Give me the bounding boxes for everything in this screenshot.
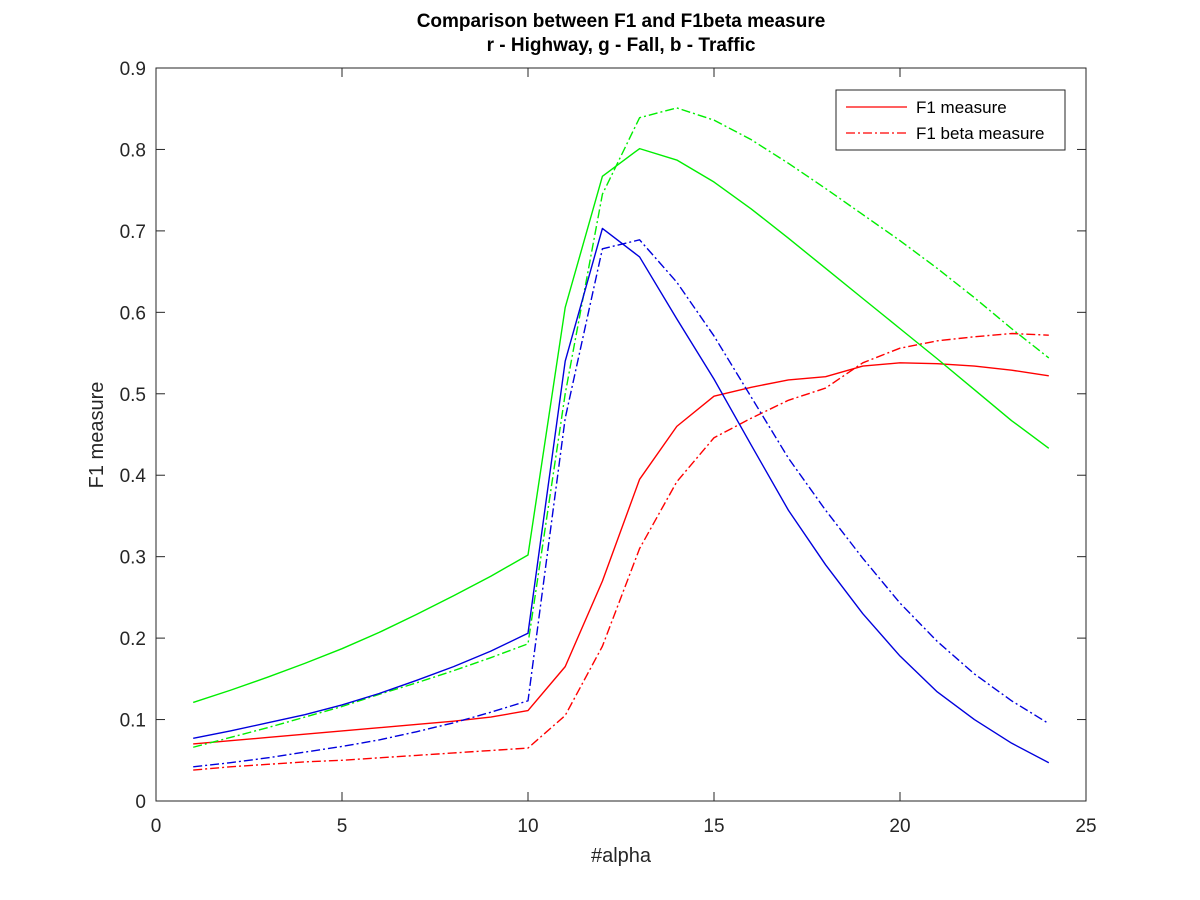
chart-title-line-1: Comparison between F1 and F1beta measure [417, 11, 826, 32]
x-ticks: 0 5 10 15 20 25 [151, 68, 1097, 837]
legend: F1 measure F1 beta measure [835, 89, 1066, 151]
series-line-highway-f1beta [193, 332, 1049, 771]
series-layer [192, 107, 1050, 771]
y-tick-label: 0.9 [120, 59, 146, 80]
y-tick-label: 0.4 [120, 466, 147, 487]
chart-title-line-2: r - Highway, g - Fall, b - Traffic [487, 35, 756, 56]
y-tick-label: 0.8 [120, 140, 146, 161]
series-line-fall-f1beta [193, 107, 1050, 748]
series-line-traffic-f1 [193, 227, 1050, 764]
y-tick-label: 0.3 [120, 548, 146, 569]
series-line-highway-f1 [193, 362, 1049, 745]
y-tick-label: 0.2 [120, 629, 146, 650]
series-line-fall-f1 [192, 147, 1050, 704]
series-line-traffic-f1beta [193, 239, 1050, 768]
x-tick-label: 5 [337, 816, 348, 837]
y-tick-label: 0.5 [120, 385, 146, 406]
y-tick-label: 0 [135, 792, 146, 813]
y-tick-label: 0.6 [120, 303, 146, 324]
x-tick-label: 0 [151, 816, 162, 837]
y-axis-label: F1 measure [86, 382, 108, 489]
legend-box [835, 89, 1066, 151]
x-axis-label: #alpha [591, 845, 652, 867]
x-tick-label: 15 [703, 816, 724, 837]
x-tick-label: 10 [517, 816, 538, 837]
axes-box [155, 67, 1087, 802]
y-tick-label: 0.1 [120, 711, 146, 732]
x-tick-label: 20 [889, 816, 910, 837]
plot-area [156, 68, 1086, 801]
x-tick-label: 25 [1075, 816, 1096, 837]
legend-label-f1beta: F1 beta measure [916, 124, 1045, 143]
y-tick-label: 0.7 [120, 222, 146, 243]
legend-label-f1: F1 measure [916, 98, 1007, 117]
y-ticks: 0 0.1 0.2 0.3 0.4 0.5 0.6 0.7 0.8 0.9 [120, 59, 1086, 813]
